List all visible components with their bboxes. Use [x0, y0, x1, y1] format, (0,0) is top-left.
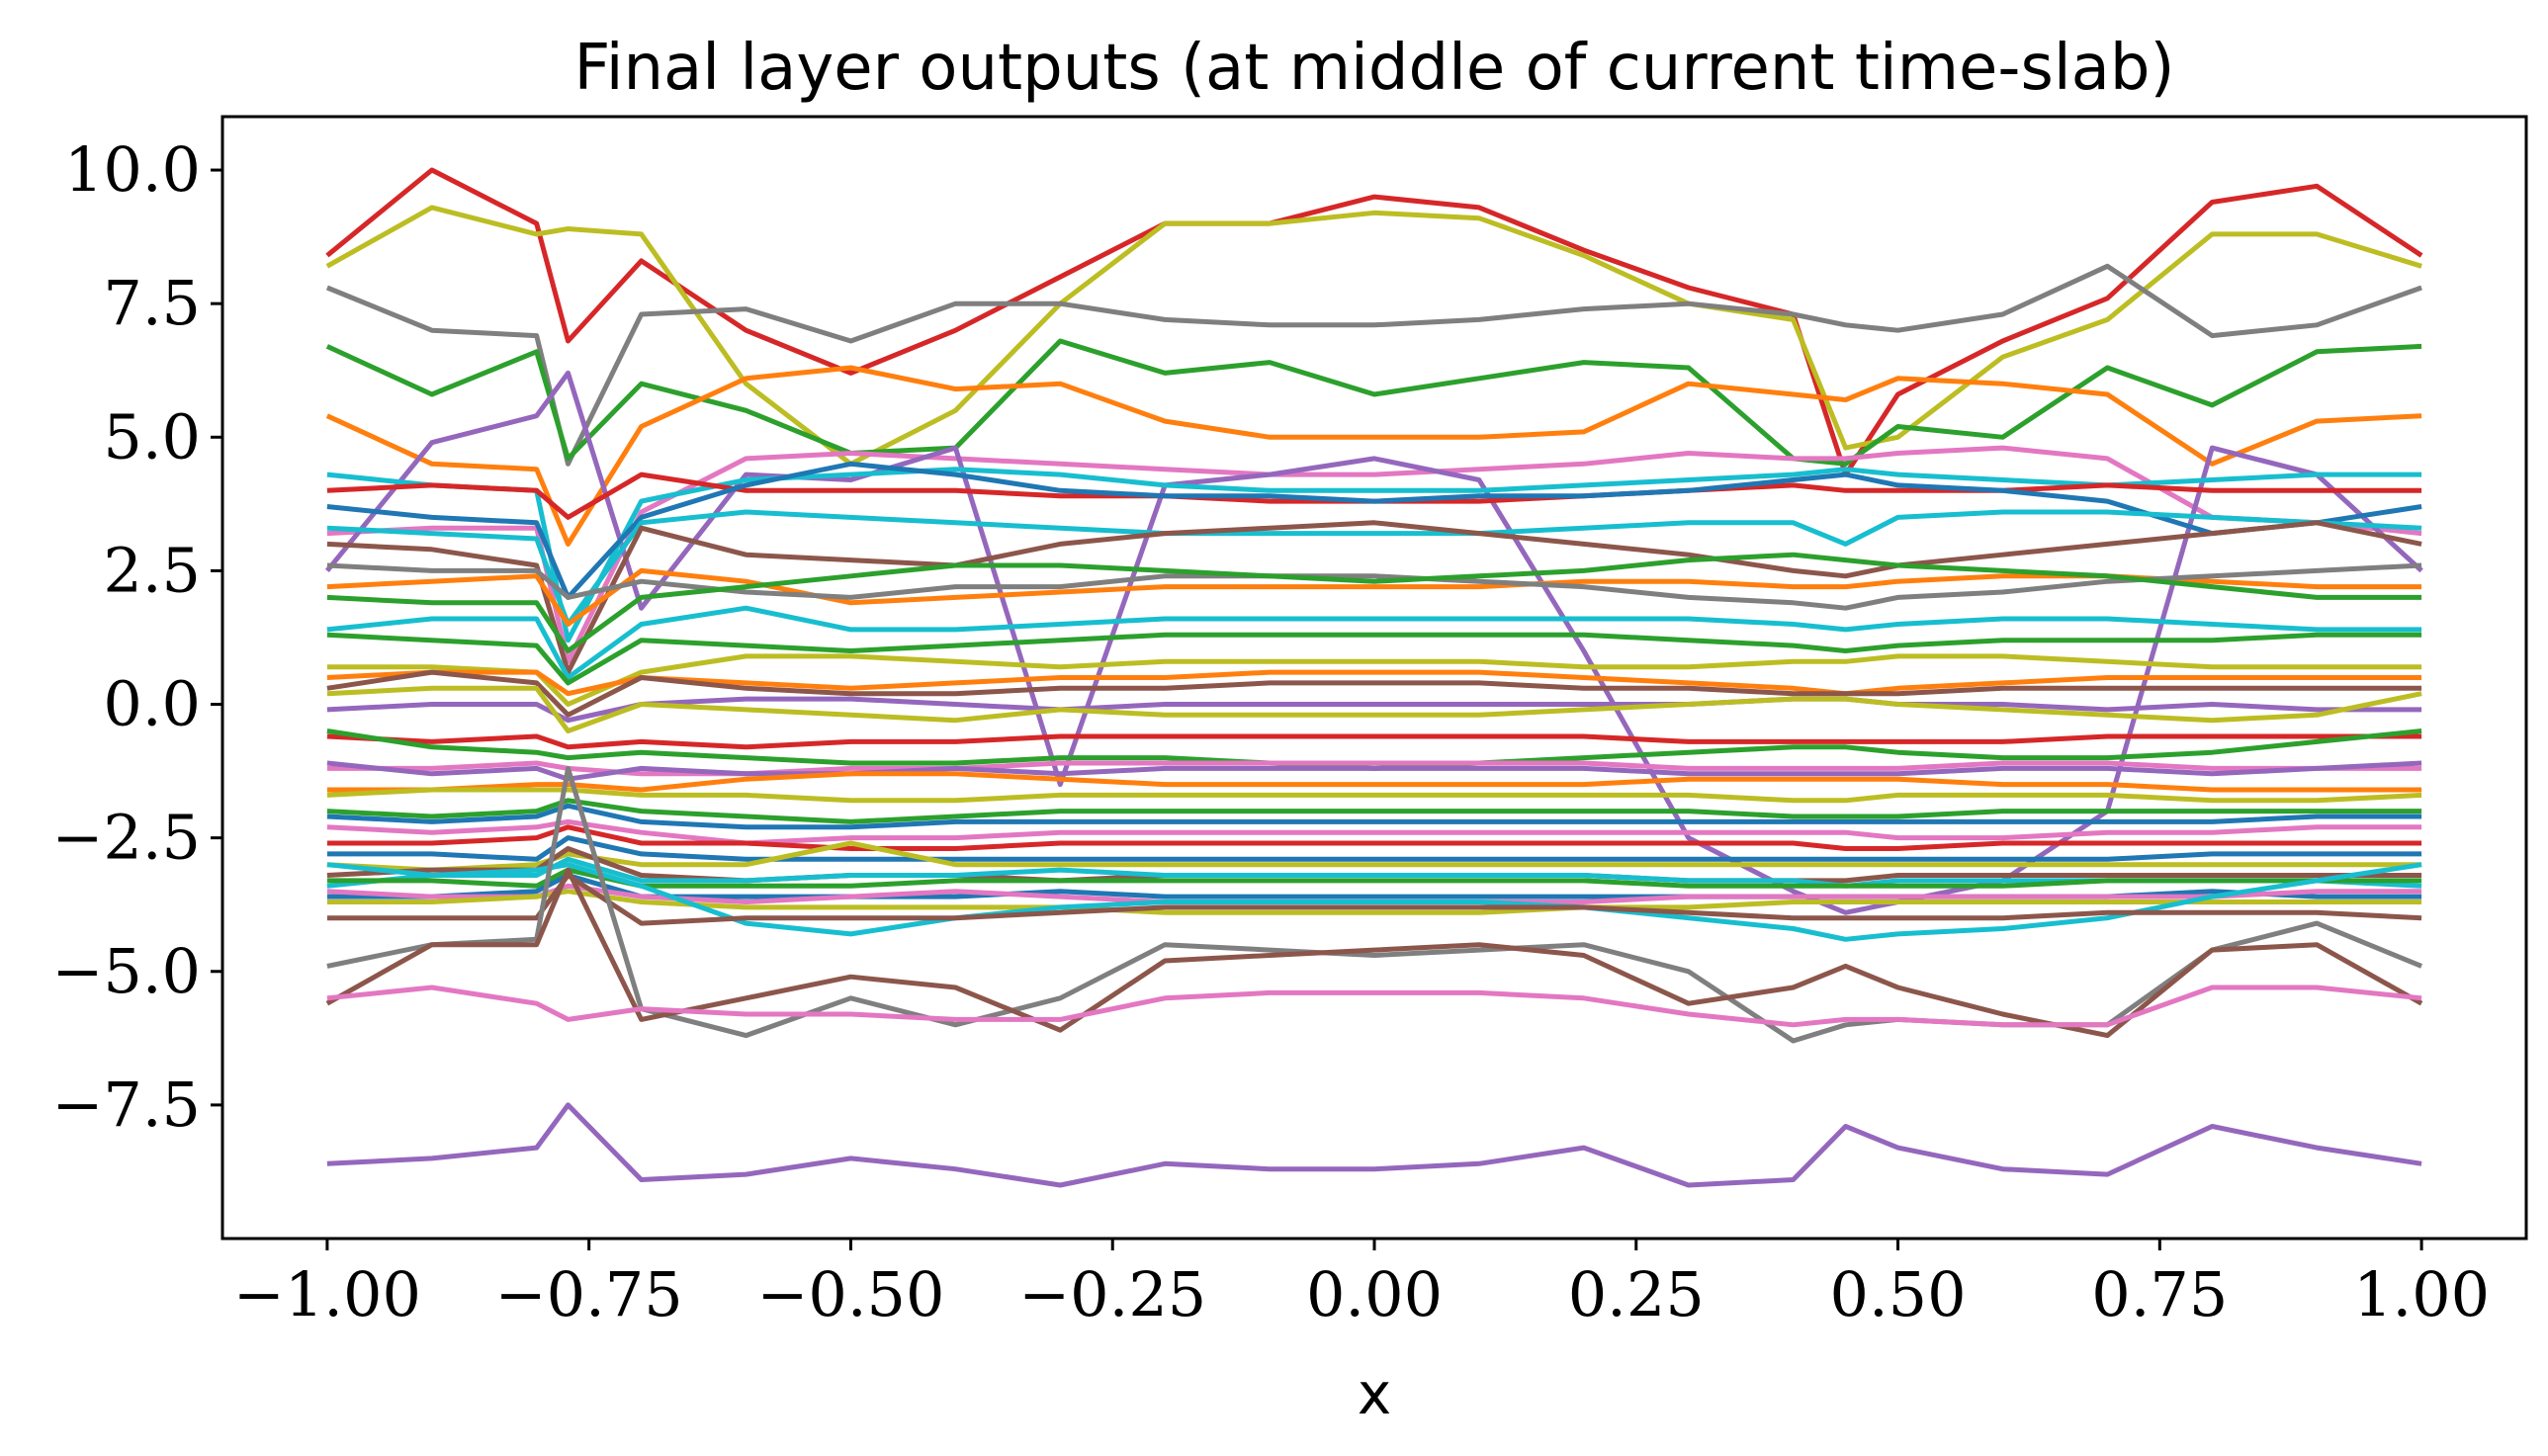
series-line-11: [326, 509, 2422, 627]
series-line-17: [326, 632, 2422, 686]
series-group: [324, 167, 2423, 1188]
series-line-23: [326, 733, 2422, 750]
x-tick-label: 0.25: [1568, 1258, 1705, 1330]
series-line-10: [326, 461, 2422, 600]
y-tick-label: −5.0: [51, 935, 201, 1007]
x-tick-label: 0.00: [1306, 1258, 1443, 1330]
series-line-31: [326, 818, 2422, 846]
series-line-33: [326, 835, 2422, 862]
y-axis: 10.0 7.5 5.0 2.5 0.0 −2.5 −5.0 −7.5: [51, 133, 222, 1141]
x-axis-label: x: [1358, 1360, 1391, 1427]
x-tick-label: −0.75: [495, 1258, 683, 1330]
series-line-27: [326, 771, 2422, 793]
series-line-40: [326, 889, 2422, 915]
series-line-6: [326, 445, 2422, 664]
series-line-14: [326, 562, 2422, 611]
x-tick-label: 0.50: [1830, 1258, 1967, 1330]
x-tick-label: 0.75: [2091, 1258, 2228, 1330]
series-line-34: [326, 840, 2422, 873]
y-tick-label: 10.0: [64, 133, 201, 206]
series-line-28: [326, 787, 2422, 804]
x-tick-label: −1.00: [233, 1258, 421, 1330]
y-tick-label: 7.5: [103, 267, 201, 339]
series-line-26: [326, 760, 2422, 782]
series-line-19: [326, 669, 2422, 697]
series-line-1: [325, 167, 2423, 477]
series-line-16: [326, 605, 2422, 680]
y-tick-label: 2.5: [103, 534, 201, 606]
series-line-42: [326, 873, 2422, 926]
series-line-2: [325, 205, 2422, 467]
series-line-12: [326, 520, 2422, 675]
series-line-15: [326, 552, 2422, 653]
x-tick-label: 1.00: [2353, 1258, 2490, 1330]
series-line-41: [326, 862, 2422, 942]
y-tick-label: 0.0: [103, 668, 201, 740]
series-line-30: [326, 803, 2422, 830]
series-line-4: [325, 338, 2422, 467]
series-line-22: [326, 685, 2422, 733]
series-line-21: [326, 696, 2422, 724]
x-tick-label: −0.50: [756, 1258, 944, 1330]
series-line-46: [326, 1102, 2422, 1188]
series-line-29: [326, 798, 2422, 824]
series-line-36: [326, 856, 2422, 889]
series-line-32: [326, 824, 2422, 851]
x-axis: −1.00 −0.75 −0.50 −0.25 0.00 0.25 0.50 0.75 1.00: [233, 1239, 2490, 1330]
x-tick-label: −0.25: [1018, 1258, 1206, 1330]
series-line-5: [325, 365, 2422, 547]
y-tick-label: −7.5: [51, 1069, 201, 1141]
series-line-45: [326, 985, 2422, 1028]
y-tick-label: −2.5: [51, 802, 201, 874]
series-line-3: [325, 263, 2422, 467]
chart-title: Final layer outputs (at middle of curren…: [574, 32, 2175, 105]
series-line-20: [326, 669, 2422, 718]
series-line-44: [325, 867, 2423, 1039]
y-tick-label: 5.0: [103, 400, 201, 472]
